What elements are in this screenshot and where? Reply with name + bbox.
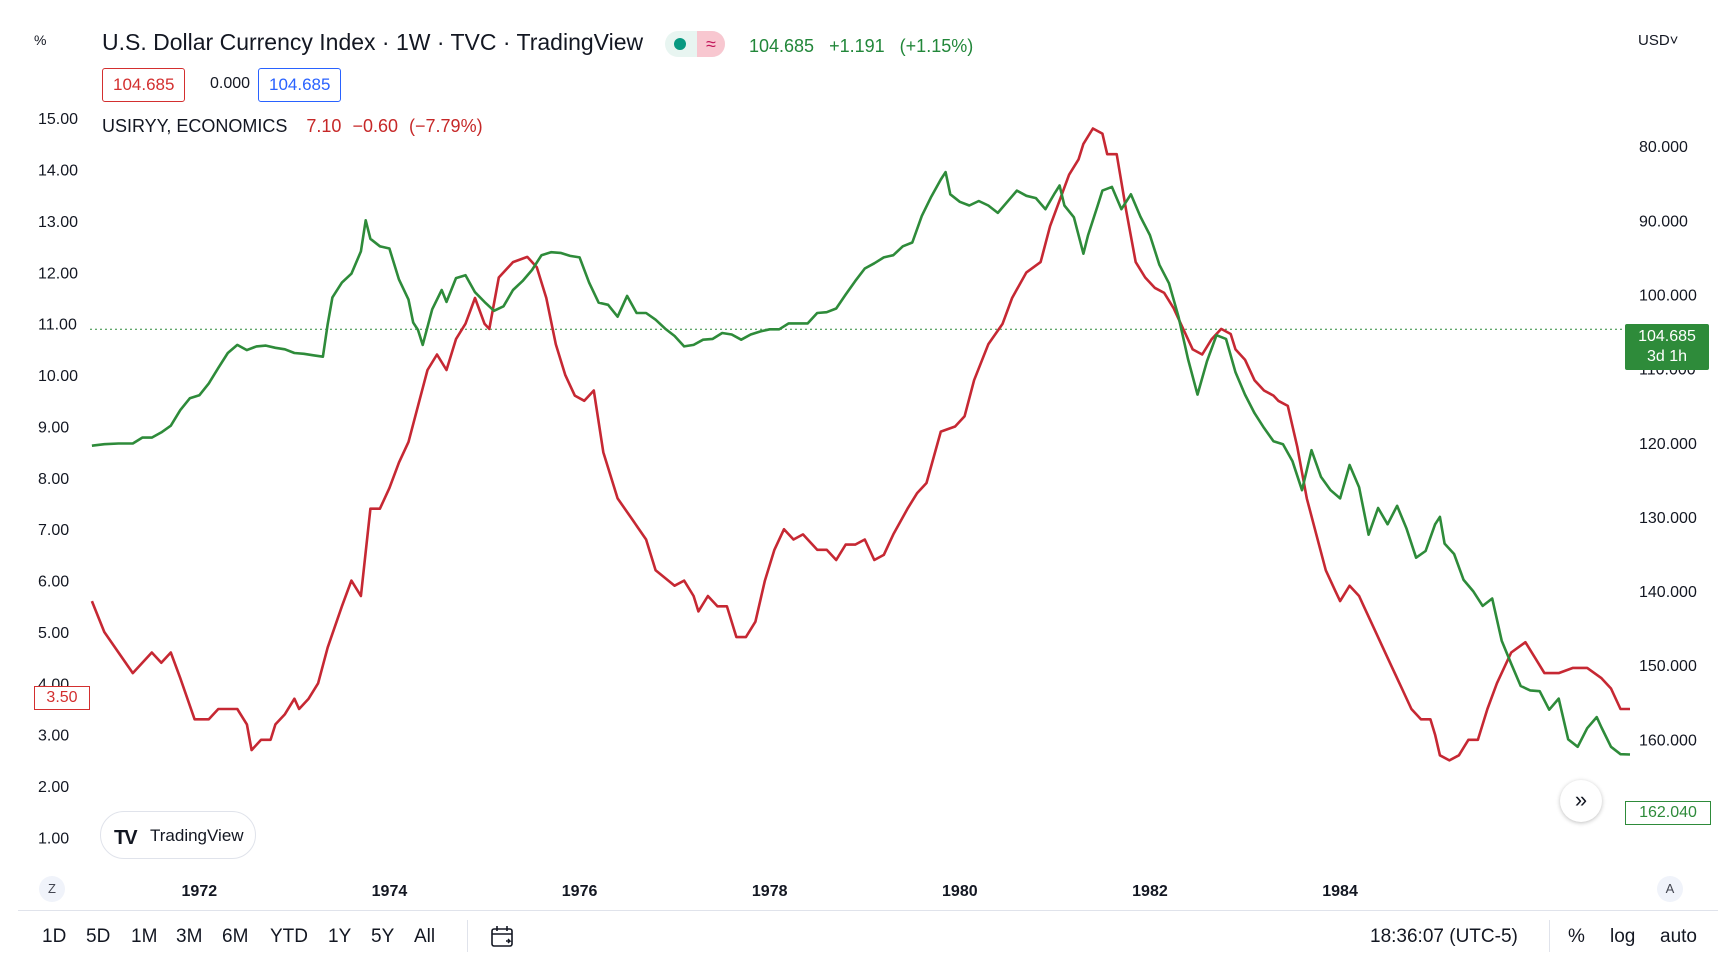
current-price-tag-countdown: 3d 1h — [1646, 348, 1688, 365]
current-price-tag: 104.685 3d 1h — [1625, 324, 1709, 370]
tradingview-logo-text: TradingView — [150, 826, 244, 845]
left-y-tick-label: 12.00 — [38, 265, 78, 282]
range-button-all[interactable]: All — [414, 926, 436, 947]
toolbar-divider — [18, 910, 1718, 911]
ohlc-value-zero: 0.000 — [200, 68, 261, 100]
x-tick-label: 1978 — [752, 883, 788, 900]
auto-scale-button[interactable]: A — [1657, 876, 1683, 902]
left-y-tick-label: 11.00 — [38, 317, 77, 334]
x-tick-label: 1972 — [182, 883, 218, 900]
right-y-tick-label: 100.000 — [1639, 287, 1697, 304]
left-axis-value-tag: 3.50 — [34, 686, 90, 710]
toolbar-separator — [1549, 920, 1550, 952]
x-tick-label: 1974 — [372, 883, 408, 900]
usiryy-series-line[interactable] — [90, 127, 1630, 762]
left-y-tick-label: 10.00 — [38, 368, 78, 385]
indicator-value: 7.10 — [306, 116, 342, 136]
left-y-tick-label: 7.00 — [38, 522, 69, 539]
auto-scale-toggle[interactable]: auto — [1660, 926, 1697, 947]
left-y-tick-label: 5.00 — [38, 625, 69, 642]
ohlc-value-red: 104.685 — [102, 68, 186, 102]
left-scale-symbol: % — [34, 32, 47, 48]
left-y-tick-label: 13.00 — [38, 214, 78, 231]
range-button-1d[interactable]: 1D — [42, 926, 67, 947]
scroll-to-realtime-button[interactable]: » — [1560, 780, 1602, 822]
toolbar-separator — [467, 920, 468, 952]
right-y-tick-label: 130.000 — [1639, 510, 1697, 527]
visibility-dot-icon[interactable] — [674, 38, 686, 50]
tradingview-logo[interactable]: TV TradingView — [100, 811, 256, 859]
indicator-change: −0.60 — [352, 116, 399, 136]
dxy-series-line[interactable] — [91, 170, 1631, 756]
header-price: 104.685 +1.191 (+1.15%) — [749, 36, 983, 57]
log-scale-button[interactable]: log — [1610, 926, 1636, 947]
x-tick-label: 1984 — [1322, 883, 1358, 900]
left-y-tick-label: 6.00 — [38, 574, 69, 591]
chart-title: U.S. Dollar Currency Index · 1W · TVC · … — [102, 29, 644, 55]
range-button-1y[interactable]: 1Y — [328, 926, 352, 947]
x-tick-label: 1976 — [562, 883, 598, 900]
currency-selector[interactable]: USD˅ — [1638, 32, 1679, 49]
range-button-5d[interactable]: 5D — [86, 926, 111, 947]
ohlc-value-blue: 104.685 — [258, 68, 342, 102]
calendar-icon[interactable] — [490, 925, 516, 949]
current-price-tag-value: 104.685 — [1638, 328, 1696, 345]
indicator-legend[interactable]: USIRYY, ECONOMICS 7.10 −0.60 (−7.79%) — [102, 116, 489, 137]
range-button-5y[interactable]: 5Y — [371, 926, 395, 947]
left-y-tick-label: 9.00 — [38, 419, 69, 436]
percent-scale-button[interactable]: % — [1568, 926, 1585, 947]
indicator-change-pct: (−7.79%) — [409, 116, 483, 136]
tradingview-logo-icon: TV — [114, 827, 138, 849]
left-y-tick-label: 1.00 — [38, 830, 69, 847]
left-y-tick-label: 2.00 — [38, 779, 69, 796]
price-change-pct: (+1.15%) — [899, 36, 974, 56]
range-button-3m[interactable]: 3M — [176, 926, 203, 947]
right-y-tick-label: 90.000 — [1639, 213, 1688, 230]
left-y-tick-label: 15.00 — [38, 111, 78, 128]
right-y-tick-label: 80.000 — [1639, 139, 1688, 156]
range-button-1m[interactable]: 1M — [131, 926, 158, 947]
indicator-name: USIRYY, ECONOMICS — [102, 116, 288, 136]
left-y-tick-label: 14.00 — [38, 163, 78, 180]
right-y-tick-label: 160.000 — [1639, 732, 1697, 749]
x-tick-label: 1982 — [1132, 883, 1168, 900]
legend-visibility-toggle[interactable]: ≈ — [665, 31, 725, 57]
left-y-tick-label: 8.00 — [38, 471, 69, 488]
range-button-6m[interactable]: 6M — [222, 926, 249, 947]
price-change: +1.191 — [829, 36, 885, 56]
right-y-tick-label: 120.000 — [1639, 436, 1697, 453]
approx-icon[interactable]: ≈ — [697, 31, 725, 57]
clock-time[interactable]: 18:36:07 (UTC-5) — [1370, 926, 1518, 947]
zoom-reset-button[interactable]: Z — [39, 876, 65, 902]
last-value-tag: 162.040 — [1625, 801, 1711, 825]
x-tick-label: 1980 — [942, 883, 978, 900]
current-price: 104.685 — [749, 36, 815, 56]
left-y-tick-label: 3.00 — [38, 728, 69, 745]
range-button-ytd[interactable]: YTD — [270, 926, 308, 947]
right-y-tick-label: 140.000 — [1639, 584, 1697, 601]
right-y-tick-label: 150.000 — [1639, 658, 1697, 675]
